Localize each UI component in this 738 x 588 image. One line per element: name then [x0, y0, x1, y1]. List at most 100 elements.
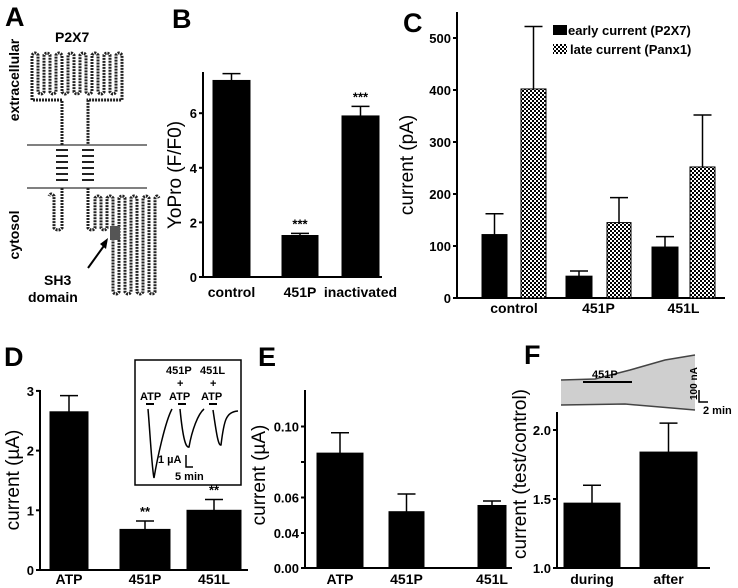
legend-c: early current (P2X7) late current (Panx1…: [553, 23, 691, 57]
x-tick-label: 451P: [582, 300, 615, 316]
y-tick-label: 100: [429, 239, 451, 254]
y-tick-label: 0.10: [274, 420, 299, 435]
y-tick-label: 500: [429, 31, 451, 46]
panel-letter-c: C: [403, 8, 423, 38]
significance-label: ***: [292, 216, 308, 231]
y-axis-label: current (test/control): [510, 389, 531, 559]
chart-d: 0 1 2 3 current (µA) ATP 451P ** 451L **: [3, 384, 248, 587]
inset-scale-y: 1 µA: [158, 454, 182, 466]
bar-late: [606, 222, 632, 299]
y-tick-label: 6: [190, 106, 197, 121]
bar-early: [481, 234, 508, 299]
bar: [477, 504, 507, 569]
x-tick-label: 451L: [668, 300, 700, 316]
y-tick-label: 400: [429, 83, 451, 98]
x-tick-label: 451L: [476, 571, 508, 587]
y-tick-label: 2: [190, 215, 197, 230]
y-axis-label: current (µA): [249, 425, 270, 526]
trace-scale-y: 100 nA: [689, 367, 700, 400]
bar-late: [689, 166, 716, 299]
inset-plus-1: +: [177, 378, 183, 390]
y-tick-label: 0: [190, 270, 197, 285]
y-tick-label: 0.00: [274, 561, 299, 576]
x-tick-label: 451P: [129, 571, 162, 587]
inset-scale-bar: [185, 455, 193, 468]
x-tick-label: 451P: [284, 284, 317, 300]
bar: [212, 79, 251, 278]
x-tick-label: inactivated: [324, 284, 397, 300]
trace-scale-bar: [698, 390, 708, 403]
bar-early: [651, 246, 679, 299]
chart-c: 0 100 200 300 400 500 current (pA) control 451P 4…: [397, 12, 725, 316]
chart-b: 0 2 4 6 YoPro (F/F0) control 451P *** inactivate…: [165, 72, 397, 300]
arrow-icon: [87, 242, 107, 269]
y-axis-label: YoPro (F/F0): [165, 121, 186, 229]
legend-label-late: late current (Panx1): [570, 42, 691, 57]
significance-label: **: [209, 483, 220, 498]
trace-scale-x: 2 min: [703, 405, 732, 417]
x-tick-label: control: [208, 284, 255, 300]
charts: 0 2 4 6 YoPro (F/F0) control 451P *** inactivate…: [3, 12, 725, 587]
y-tick-label: 300: [429, 135, 451, 150]
bar: [281, 235, 319, 278]
y-tick-label: 0: [27, 563, 34, 578]
inset-scale-x: 5 min: [175, 471, 204, 483]
panel-letter-f: F: [524, 340, 541, 370]
y-axis-label: current (µA): [3, 430, 24, 531]
extracellular-label: extracellular: [6, 38, 22, 121]
panel-letter-d: D: [4, 342, 24, 372]
panel-letter-b: B: [172, 4, 192, 34]
panel-a: A P2X7 extracellular cytosol SH3 domain: [5, 2, 161, 305]
y-tick-label: 0: [444, 291, 451, 306]
sh3-label: SH3: [44, 272, 71, 288]
bar: [639, 451, 698, 569]
x-tick-label: after: [653, 571, 684, 587]
legend-label-early: early current (P2X7): [568, 23, 691, 38]
significance-label: **: [140, 504, 151, 519]
trace-f: 451P 100 nA 2 min: [560, 354, 732, 417]
arrowhead-icon: [100, 238, 108, 249]
inset-atp-label-3: ATP: [201, 391, 222, 403]
x-tick-label: during: [570, 571, 614, 587]
x-tick-label: 451P: [390, 571, 423, 587]
bar: [341, 115, 380, 278]
inset-atp-label: ATP: [140, 391, 161, 403]
y-axis-label: current (pA): [397, 115, 418, 215]
x-tick-label: control: [490, 300, 537, 316]
y-tick-label: 200: [429, 187, 451, 202]
trace-451p-label: 451P: [592, 369, 618, 381]
legend-swatch-early: [553, 25, 567, 35]
p2x7-topology-icon: [30, 51, 161, 296]
y-tick-label: 2: [27, 444, 34, 459]
y-tick-label: 2.0: [533, 423, 551, 438]
y-tick-label: 1.5: [533, 492, 551, 507]
bar: [388, 511, 425, 569]
bar: [49, 411, 89, 571]
inset-d: 451P 451L + + ATP ATP ATP 1 µA 5 min: [134, 359, 242, 486]
bar-early: [565, 275, 593, 299]
significance-label: ***: [353, 89, 369, 104]
cytosol-label: cytosol: [6, 210, 22, 259]
panel-letter-e: E: [258, 342, 276, 372]
y-tick-label: 0.04: [274, 526, 300, 541]
protein-label: P2X7: [55, 29, 89, 45]
legend-swatch-late: [553, 44, 567, 54]
y-tick-label: 1.0: [533, 561, 551, 576]
sh3-domain-box: [110, 226, 120, 240]
inset-plus-2: +: [210, 378, 216, 390]
inset-451p-label: 451P: [166, 365, 192, 377]
panel-letter-a: A: [5, 2, 25, 32]
bar: [119, 528, 171, 571]
transmembrane-helix-icon: [56, 149, 94, 181]
bar: [186, 509, 242, 571]
inset-atp-label-2: ATP: [169, 391, 190, 403]
x-tick-label: ATP: [327, 571, 354, 587]
x-tick-label: ATP: [56, 571, 83, 587]
bar-late: [520, 88, 547, 299]
y-tick-label: 1: [27, 503, 34, 518]
y-tick-label: 3: [27, 384, 34, 399]
bar: [316, 452, 364, 569]
bar: [563, 502, 621, 569]
